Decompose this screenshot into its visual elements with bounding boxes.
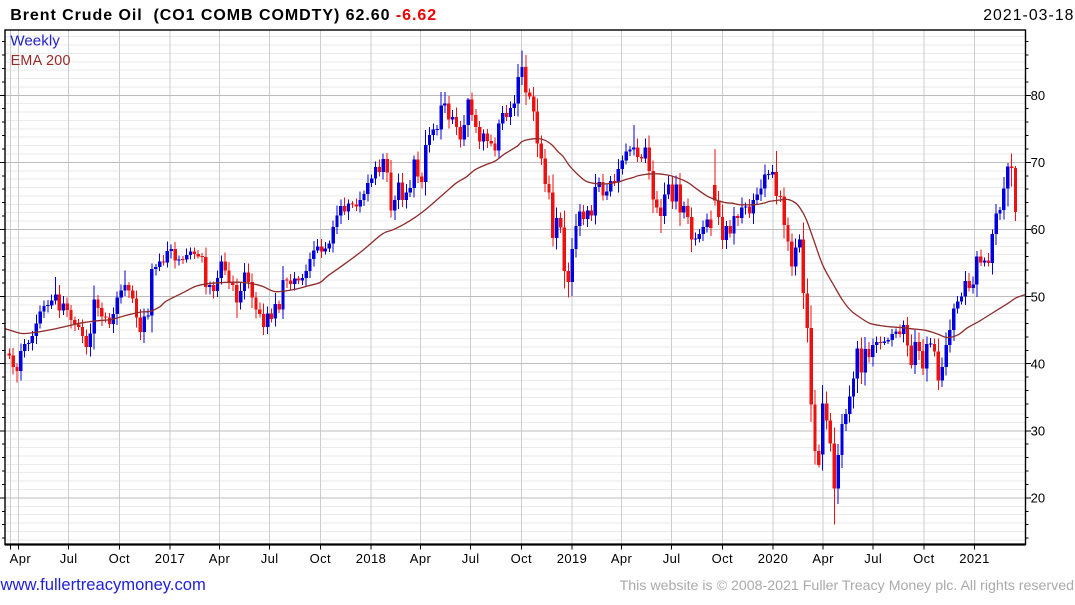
svg-text:Oct: Oct	[913, 551, 934, 566]
svg-text:Apr: Apr	[812, 551, 834, 566]
svg-text:Oct: Oct	[310, 551, 331, 566]
svg-text:Oct: Oct	[712, 551, 733, 566]
svg-text:70: 70	[1031, 155, 1045, 170]
svg-text:2020: 2020	[758, 551, 789, 566]
svg-text:50: 50	[1031, 289, 1045, 304]
svg-text:2021: 2021	[959, 551, 990, 566]
svg-text:60: 60	[1031, 222, 1045, 237]
svg-text:Oct: Oct	[511, 551, 532, 566]
svg-text:2021-03-18: 2021-03-18	[983, 7, 1074, 24]
svg-text:2017: 2017	[155, 551, 186, 566]
svg-text:This website is © 2008-2021 Fu: This website is © 2008-2021 Fuller Treac…	[620, 578, 1074, 594]
svg-text:Brent Crude Oil (CO1 COMB COM: Brent Crude Oil (CO1 COMB COMDTY) 62.60 …	[10, 7, 437, 24]
svg-text:Jul: Jul	[864, 551, 882, 566]
svg-text:2018: 2018	[356, 551, 387, 566]
svg-text:www.fullertreacymoney.com: www.fullertreacymoney.com	[0, 575, 206, 594]
svg-text:Jul: Jul	[261, 551, 279, 566]
svg-text:Jul: Jul	[462, 551, 480, 566]
svg-text:EMA 200: EMA 200	[11, 53, 71, 69]
svg-text:30: 30	[1031, 424, 1045, 439]
svg-text:Apr: Apr	[410, 551, 432, 566]
svg-text:Apr: Apr	[209, 551, 231, 566]
svg-text:Apr: Apr	[10, 551, 32, 566]
svg-text:Jul: Jul	[60, 551, 78, 566]
svg-text:Apr: Apr	[611, 551, 633, 566]
svg-text:Oct: Oct	[109, 551, 130, 566]
svg-text:Jul: Jul	[663, 551, 681, 566]
svg-text:20: 20	[1031, 491, 1045, 506]
svg-text:Weekly: Weekly	[10, 32, 60, 49]
svg-text:80: 80	[1031, 88, 1045, 103]
svg-text:40: 40	[1031, 356, 1045, 371]
svg-text:2019: 2019	[557, 551, 588, 566]
